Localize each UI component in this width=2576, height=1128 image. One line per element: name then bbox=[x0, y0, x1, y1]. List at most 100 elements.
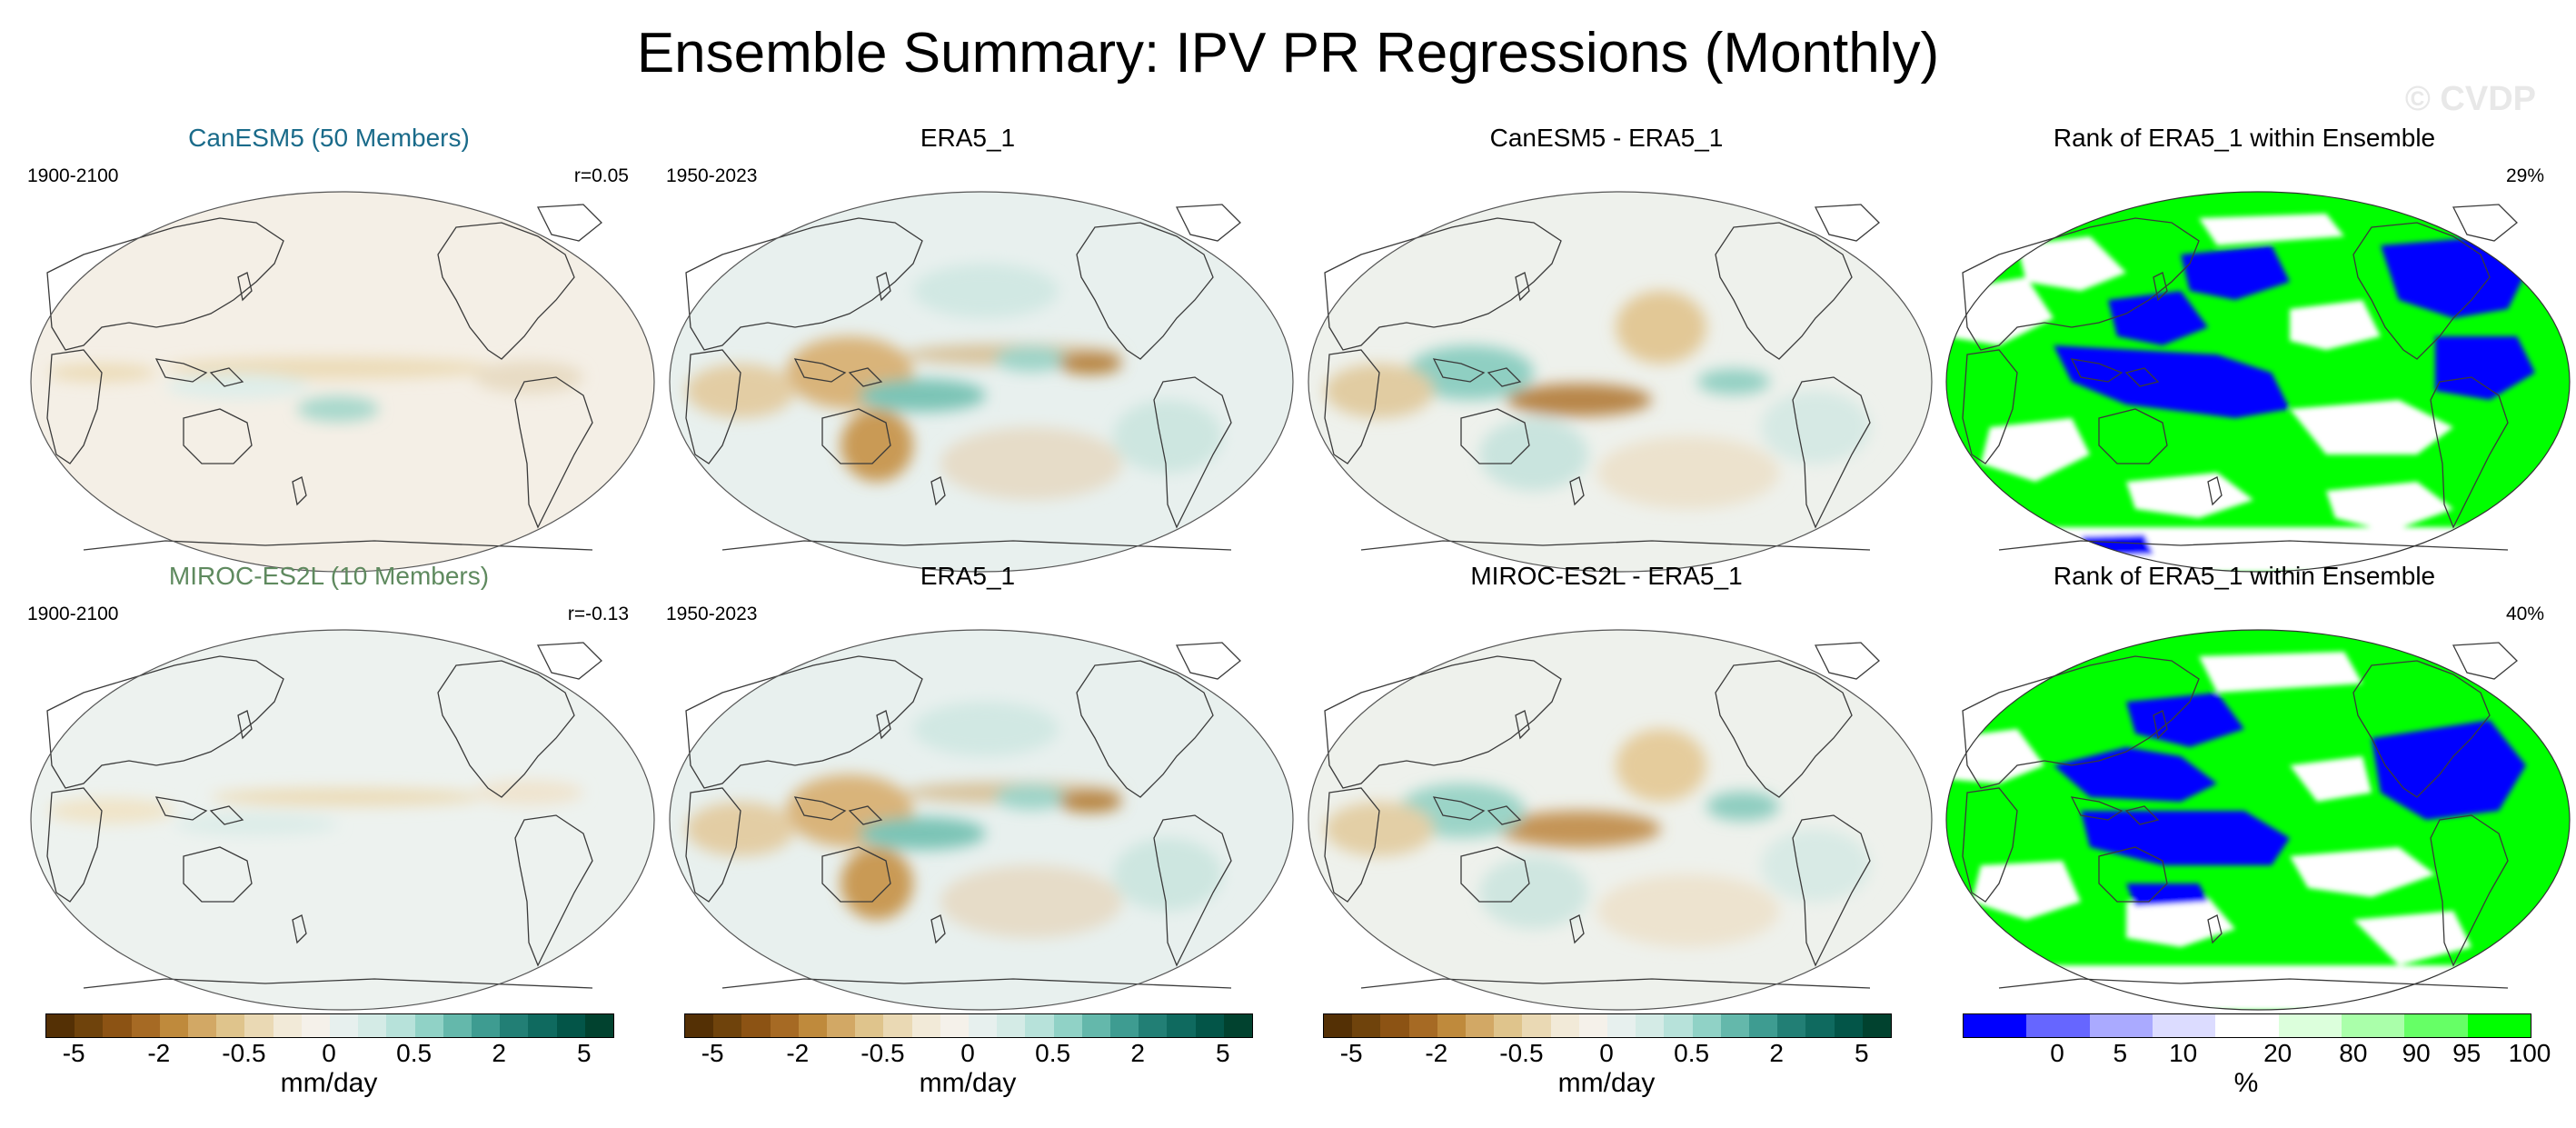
panel-model-row1: CanESM5 (50 Members) 1900-2100 r=0.05 bbox=[11, 120, 655, 573]
colorbar-tick-label: -5 bbox=[62, 1039, 85, 1067]
colorbar-tick-label: 90 bbox=[2402, 1039, 2431, 1067]
regression-map bbox=[669, 191, 1294, 573]
colorbar-cell bbox=[1720, 1014, 1750, 1037]
colorbar-cell bbox=[472, 1014, 501, 1037]
panel-title: CanESM5 (50 Members) bbox=[188, 124, 470, 152]
colorbar-tick-label: 2 bbox=[492, 1039, 506, 1067]
period-label: 1900-2100 bbox=[27, 165, 119, 186]
colorbar-cell bbox=[1025, 1014, 1054, 1037]
colorbar-cell bbox=[2152, 1014, 2216, 1037]
rank-map bbox=[1945, 629, 2571, 1011]
colorbar-cell bbox=[940, 1014, 970, 1037]
colorbar-tick-label: 5 bbox=[577, 1039, 592, 1067]
colorbar-cell bbox=[1805, 1014, 1835, 1037]
colorbar-unit: % bbox=[2233, 1068, 2259, 1098]
colorbar-cells bbox=[1963, 1013, 2531, 1038]
panel-model-row2: MIROC-ES2L (10 Members) 1900-2100 r=-0.1… bbox=[11, 558, 655, 1011]
colorbar-cells bbox=[1323, 1013, 1892, 1038]
colorbar-cell bbox=[1380, 1014, 1409, 1037]
colorbar-cell bbox=[1550, 1014, 1579, 1037]
colorbar-cell bbox=[770, 1014, 799, 1037]
colorbar-cell bbox=[883, 1014, 912, 1037]
colorbar-cell bbox=[1324, 1014, 1353, 1037]
panel-title: MIROC-ES2L - ERA5_1 bbox=[1470, 562, 1743, 590]
colorbar-tick-label: 0.5 bbox=[1035, 1039, 1071, 1067]
colorbar-cell bbox=[1110, 1014, 1139, 1037]
colorbar-unit: mm/day bbox=[1557, 1068, 1656, 1098]
colorbar-tick-label: 5 bbox=[1216, 1039, 1230, 1067]
colorbar-tick-label: -0.5 bbox=[860, 1039, 905, 1067]
colorbar-cell bbox=[188, 1014, 217, 1037]
colorbar-regression-1: -5 -2 -0.5 0 0.5 2 5 mm/day bbox=[45, 1013, 618, 1113]
correlation-label: r=0.05 bbox=[573, 165, 629, 186]
colorbar-tick-label: -5 bbox=[1339, 1039, 1363, 1067]
colorbar-tick-label: 5 bbox=[1855, 1039, 1869, 1067]
colorbar-cell bbox=[911, 1014, 940, 1037]
regression-map bbox=[669, 629, 1294, 1011]
colorbar-cell bbox=[1664, 1014, 1693, 1037]
colorbar-tick-label: 2 bbox=[1769, 1039, 1784, 1067]
colorbar-cell bbox=[528, 1014, 557, 1037]
colorbar-cell bbox=[2341, 1014, 2405, 1037]
colorbar-cell bbox=[584, 1014, 614, 1037]
colorbar-cell bbox=[1352, 1014, 1381, 1037]
panel-title: Rank of ERA5_1 within Ensemble bbox=[2053, 562, 2436, 590]
colorbar-tick-label: -0.5 bbox=[1499, 1039, 1544, 1067]
colorbar-rank: 0 5 10 20 80 90 95 100 % bbox=[1963, 1013, 2551, 1113]
colorbar-cell bbox=[443, 1014, 472, 1037]
watermark: © CVDP bbox=[2404, 80, 2536, 118]
colorbar-cell bbox=[1195, 1014, 1224, 1037]
colorbar-cell bbox=[46, 1014, 75, 1037]
regression-map bbox=[1308, 629, 1933, 1011]
colorbar-cell bbox=[713, 1014, 742, 1037]
colorbar-unit: mm/day bbox=[280, 1068, 378, 1098]
colorbar-cell bbox=[1223, 1014, 1253, 1037]
figure-title: Ensemble Summary: IPV PR Regressions (Mo… bbox=[636, 22, 1940, 85]
colorbar-cell bbox=[330, 1014, 359, 1037]
colorbar-cell bbox=[1053, 1014, 1082, 1037]
panel-diff-row2: MIROC-ES2L - ERA5_1 bbox=[1288, 558, 1933, 1011]
correlation-label: r=-0.13 bbox=[567, 604, 629, 624]
colorbar-cell bbox=[301, 1014, 331, 1037]
colorbar-cell bbox=[1466, 1014, 1495, 1037]
colorbar-cell bbox=[1578, 1014, 1608, 1037]
panel-title: CanESM5 - ERA5_1 bbox=[1489, 124, 1724, 152]
panel-obs-row2: ERA5_1 1950-2023 bbox=[650, 558, 1294, 1011]
colorbar-cell bbox=[741, 1014, 771, 1037]
regression-map bbox=[1308, 191, 1933, 573]
panel-rank-row2: Rank of ERA5_1 within Ensemble 40% bbox=[1926, 558, 2571, 1011]
panel-title: Rank of ERA5_1 within Ensemble bbox=[2053, 124, 2436, 152]
period-label: 1900-2100 bbox=[27, 604, 119, 624]
colorbar-cell bbox=[1964, 1014, 2027, 1037]
colorbar-cell bbox=[216, 1014, 245, 1037]
colorbar-tick-label: 0 bbox=[960, 1039, 975, 1067]
percent-label: 29% bbox=[2505, 165, 2544, 186]
period-label: 1950-2023 bbox=[666, 165, 758, 186]
colorbar-cell bbox=[1139, 1014, 1168, 1037]
colorbar-cell bbox=[273, 1014, 302, 1037]
colorbar-cell bbox=[1749, 1014, 1778, 1037]
colorbar-cell bbox=[1081, 1014, 1111, 1037]
colorbar-cell bbox=[969, 1014, 998, 1037]
colorbar-cells bbox=[45, 1013, 614, 1038]
colorbar-cell bbox=[556, 1014, 585, 1037]
colorbar-cell bbox=[75, 1014, 104, 1037]
colorbar-tick-label: 2 bbox=[1130, 1039, 1145, 1067]
colorbar-cell bbox=[358, 1014, 387, 1037]
colorbar-unit: mm/day bbox=[919, 1068, 1017, 1098]
percent-label: 40% bbox=[2505, 604, 2544, 624]
colorbar-cell bbox=[1636, 1014, 1665, 1037]
colorbar-cell bbox=[386, 1014, 415, 1037]
colorbar-cell bbox=[2026, 1014, 2090, 1037]
rank-map bbox=[1945, 191, 2571, 573]
colorbar-tick-label: 100 bbox=[2508, 1039, 2551, 1067]
colorbar-cell bbox=[798, 1014, 828, 1037]
colorbar-tick-label: 10 bbox=[2169, 1039, 2198, 1067]
colorbar-tick-label: 95 bbox=[2452, 1039, 2482, 1067]
colorbar-tick-label: 0 bbox=[2050, 1039, 2064, 1067]
period-label: 1950-2023 bbox=[666, 604, 758, 624]
colorbar-cell bbox=[1834, 1014, 1863, 1037]
regression-map bbox=[30, 191, 655, 573]
colorbar-cell bbox=[414, 1014, 443, 1037]
colorbar-cell bbox=[1777, 1014, 1806, 1037]
